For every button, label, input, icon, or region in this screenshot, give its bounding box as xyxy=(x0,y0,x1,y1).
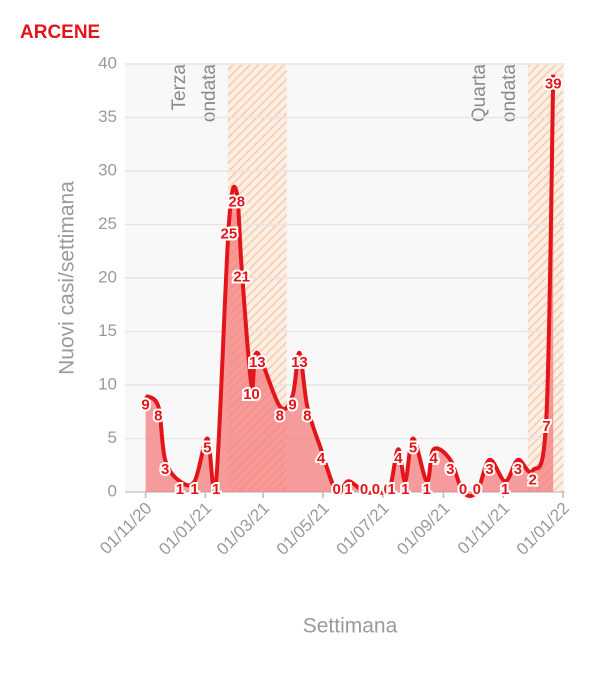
data-label: 1 xyxy=(501,481,509,498)
data-label: 25 xyxy=(221,225,238,242)
data-label: 0 xyxy=(473,481,481,498)
x-tick-label: 01/09/21 xyxy=(393,499,453,559)
line xyxy=(144,74,556,498)
data-label: 39 xyxy=(545,76,562,93)
y-tick-label: 25 xyxy=(98,214,117,233)
data-label: 8 xyxy=(303,407,311,424)
data-label: 8 xyxy=(154,407,162,424)
wave-label: ondata xyxy=(199,64,220,123)
wave-label: ondata xyxy=(499,64,520,123)
wave-label: Quarta xyxy=(469,64,490,123)
y-tick-label: 35 xyxy=(98,107,117,126)
chart-title: ARCENE xyxy=(20,22,100,43)
wave-label: Terza xyxy=(169,64,190,111)
data-label: 4 xyxy=(317,450,326,467)
y-tick-label: 0 xyxy=(108,481,117,500)
data-label: 0 xyxy=(372,481,380,498)
data-label: 0 xyxy=(332,481,340,498)
y-tick-label: 15 xyxy=(98,321,117,340)
data-label: 28 xyxy=(228,193,245,210)
data-label: 2 xyxy=(528,472,536,489)
data-label: 8 xyxy=(276,407,284,424)
data-label: 13 xyxy=(291,354,308,371)
y-tick-label: 5 xyxy=(108,428,117,447)
data-label: 1 xyxy=(190,481,198,498)
y-tick-label: 10 xyxy=(98,374,117,393)
data-label: 1 xyxy=(401,481,409,498)
area xyxy=(145,74,554,497)
data-label: 5 xyxy=(409,439,417,456)
x-tick-label: 01/07/21 xyxy=(332,499,392,559)
y-tick-label: 30 xyxy=(98,160,117,179)
data-label: 4 xyxy=(394,450,403,467)
data-label: 3 xyxy=(161,461,169,478)
data-label: 0 xyxy=(459,481,467,498)
data-label: 1 xyxy=(212,481,220,498)
data-label: 1 xyxy=(176,481,184,498)
data-label: 3 xyxy=(446,461,454,478)
x-tick-label: 01/01/22 xyxy=(513,499,573,559)
x-tick-label: 01/03/21 xyxy=(213,499,273,559)
data-label: 5 xyxy=(203,439,211,456)
data-label: 10 xyxy=(243,386,260,403)
data-label: 9 xyxy=(288,397,296,414)
y-tick-label: 20 xyxy=(98,267,117,286)
x-tick-label: 01/11/20 xyxy=(96,499,155,558)
x-tick-label: 01/11/21 xyxy=(454,499,513,558)
data-label: 9 xyxy=(141,397,149,414)
x-tick-label: 01/01/21 xyxy=(155,499,215,559)
data-label: 1 xyxy=(423,481,431,498)
data-label: 1 xyxy=(344,481,352,498)
data-label: 0 xyxy=(383,481,391,498)
data-label: 13 xyxy=(249,354,266,371)
data-label: 7 xyxy=(542,418,550,435)
data-label: 21 xyxy=(233,268,250,285)
data-label: 1 xyxy=(387,481,395,498)
y-axis-title: Nuovi casi/settimana xyxy=(56,181,79,375)
data-label: 3 xyxy=(514,461,522,478)
data-label: 3 xyxy=(485,461,493,478)
x-axis-title: Settimana xyxy=(303,615,398,638)
data-label: 0 xyxy=(360,481,368,498)
x-tick-label: 01/05/21 xyxy=(273,499,333,559)
y-tick-label: 40 xyxy=(98,53,117,72)
data-label: 4 xyxy=(430,450,439,467)
